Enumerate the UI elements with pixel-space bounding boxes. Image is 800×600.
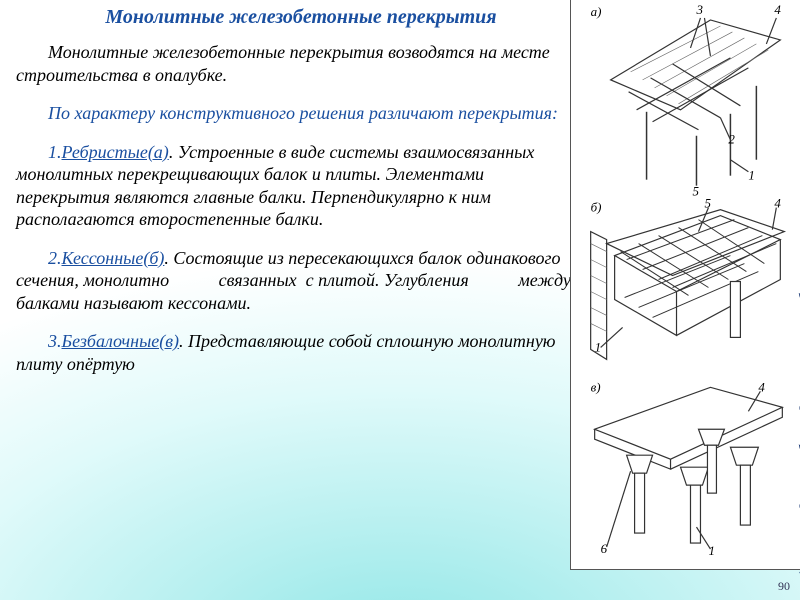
item-name: Безбалочные(в): [62, 331, 180, 351]
item-number: 2.: [48, 248, 62, 268]
svg-text:4: 4: [758, 379, 765, 394]
lead-paragraph: По характеру конструктивного решения раз…: [16, 102, 581, 125]
list-item-3: 3.Безбалочные(в). Представляющие собой с…: [16, 330, 581, 375]
svg-text:4: 4: [774, 2, 781, 17]
slide: Монолитные железобетонные перекрытия Мон…: [0, 0, 800, 600]
svg-text:6: 6: [601, 541, 608, 556]
figure-panel: а): [570, 0, 800, 570]
item-number: 1.: [48, 142, 62, 162]
svg-text:1: 1: [748, 168, 754, 183]
svg-text:3: 3: [695, 2, 703, 17]
item-name: Кессонные(б): [62, 248, 165, 268]
text-column: Монолитные железобетонные перекрытия воз…: [16, 41, 581, 375]
svg-text:4: 4: [774, 196, 781, 211]
figure-svg: а): [571, 0, 800, 569]
svg-text:1: 1: [708, 543, 714, 558]
svg-text:2: 2: [728, 132, 735, 147]
svg-text:5: 5: [692, 184, 699, 199]
svg-text:5: 5: [704, 196, 711, 211]
item-number: 3.: [48, 331, 62, 351]
svg-text:в): в): [591, 379, 601, 394]
svg-text:1: 1: [595, 339, 601, 354]
svg-text:а): а): [591, 4, 602, 19]
figure-caption: 1-колонны; 2-главная балка; 3-второстепе…: [796, 260, 800, 580]
list-item-1: 1.Ребристые(а). Устроенные в виде систем…: [16, 141, 581, 231]
slide-title: Монолитные железобетонные перекрытия: [86, 6, 516, 29]
intro-paragraph: Монолитные железобетонные перекрытия воз…: [16, 41, 581, 86]
list-item-2: 2.Кессонные(б). Состоящие из пересекающи…: [16, 247, 581, 315]
svg-text:б): б): [591, 200, 602, 215]
item-name: Ребристые(а): [62, 142, 169, 162]
page-number: 90: [778, 579, 790, 594]
